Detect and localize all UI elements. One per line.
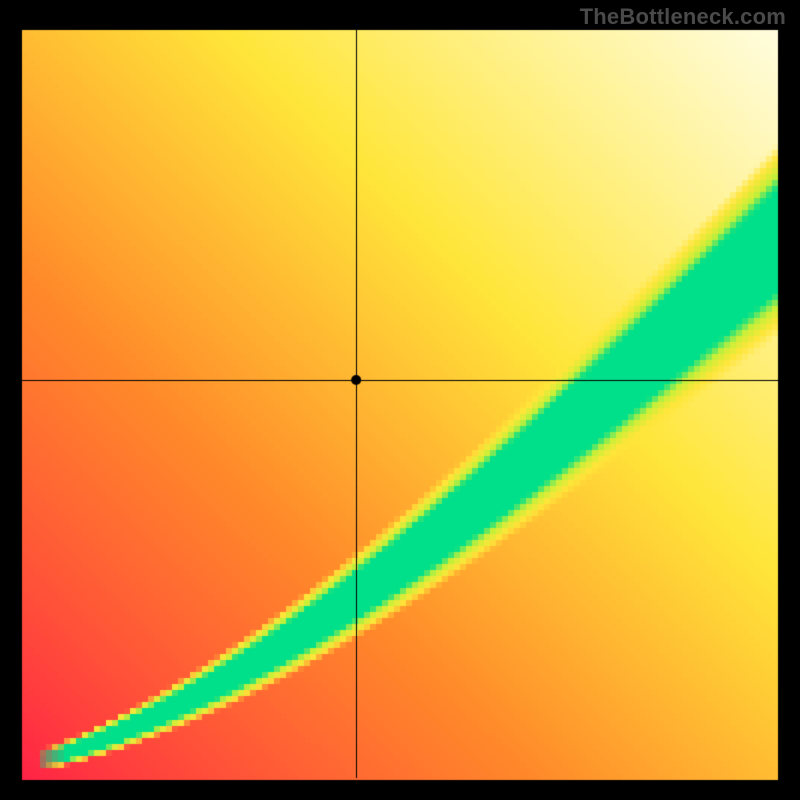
bottleneck-heatmap — [0, 0, 800, 800]
watermark-label: TheBottleneck.com — [580, 4, 786, 30]
chart-container: TheBottleneck.com — [0, 0, 800, 800]
